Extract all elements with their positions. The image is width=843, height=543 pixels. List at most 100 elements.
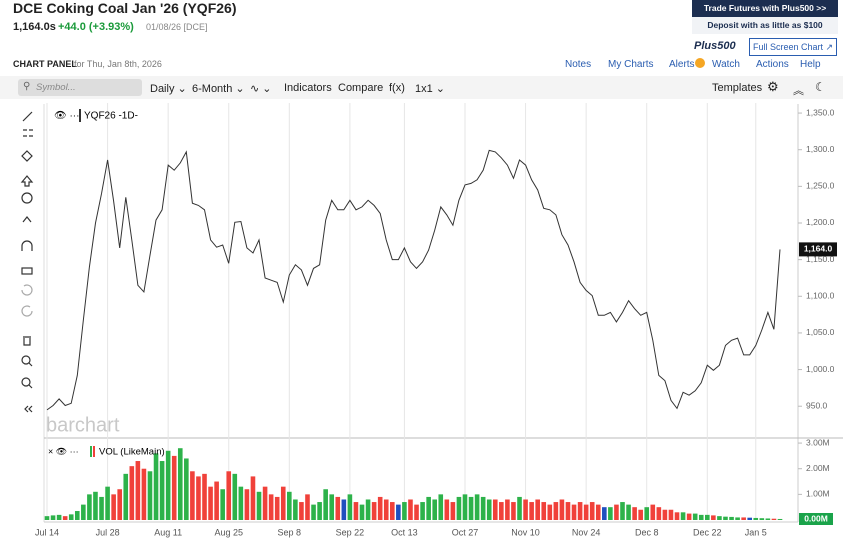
volume-bar <box>274 496 280 520</box>
volume-bar <box>408 499 413 520</box>
volume-bar <box>414 504 419 520</box>
y-tick-label: 1,150.0 <box>806 254 835 264</box>
volume-bar <box>329 494 335 520</box>
volume-bar <box>250 476 256 520</box>
ad-subline[interactable]: Deposit with as little as $100 <box>692 17 838 34</box>
change: +44.0 (+3.93%) <box>58 21 134 33</box>
date: 01/08/26 [DCE] <box>146 22 208 32</box>
volume-bar <box>729 516 734 520</box>
volume-bar <box>171 455 177 520</box>
toolbar-item[interactable]: Daily ⌄ <box>150 83 187 95</box>
volume-bar <box>268 494 274 520</box>
toolbar-item[interactable]: 6-Month ⌄ <box>192 83 245 95</box>
link[interactable]: Help <box>800 59 821 70</box>
volume-controls[interactable]: × 👁 ··· <box>48 446 79 456</box>
templates-button[interactable]: Templates <box>712 82 763 94</box>
volume-bar <box>365 499 371 520</box>
toolbar-text: Daily <box>150 83 175 95</box>
volume-swatch <box>93 446 95 457</box>
volume-bar <box>214 481 219 520</box>
volume-bar <box>741 517 746 520</box>
eye-icon[interactable]: 👁 ··· <box>54 111 79 122</box>
volume-bar <box>359 504 365 520</box>
tool-icons <box>20 111 34 413</box>
link[interactable]: My Charts <box>608 59 654 70</box>
volume-bar <box>777 518 783 520</box>
volume-bar <box>480 496 486 520</box>
volume-bar <box>662 509 668 520</box>
link[interactable]: Actions <box>756 59 789 70</box>
search-icon: ⚲ <box>23 81 31 92</box>
volume-bar <box>208 486 213 520</box>
toolbar-item[interactable]: 1x1 ⌄ <box>415 83 446 95</box>
volume-bar <box>87 494 92 520</box>
volume-bar <box>232 473 238 520</box>
ad-headline[interactable]: Trade Futures with Plus500 >> <box>692 0 838 17</box>
x-tick-label: Jul 14 <box>35 527 59 537</box>
volume-bar <box>492 499 498 520</box>
volume-bar <box>620 502 625 520</box>
volume-bar <box>81 504 86 520</box>
toolbar-item[interactable]: f(x) <box>389 82 405 94</box>
series-swatch <box>79 109 81 122</box>
volume-bar <box>196 476 201 520</box>
volume-bar <box>141 468 147 520</box>
link[interactable]: Notes <box>565 59 592 70</box>
x-tick-label: Sep 22 <box>336 527 365 537</box>
volume-bar <box>474 494 480 520</box>
volume-bar <box>608 507 613 520</box>
x-tick-label: Oct 13 <box>391 527 418 537</box>
volume-bar <box>93 491 98 520</box>
volume-bar <box>256 491 262 520</box>
x-tick-label: Nov 10 <box>511 527 540 537</box>
volume-title: VOL (LikeMain) <box>99 447 165 458</box>
volume-bar <box>686 513 692 520</box>
volume-bar <box>159 461 165 520</box>
y-tick-label: 1,050.0 <box>806 327 835 337</box>
last-volume-label: 0.00M <box>804 513 828 523</box>
volume-bar <box>462 494 468 520</box>
volume-bar <box>44 516 50 520</box>
volume-bar <box>426 496 431 520</box>
series-label: YQF26 -1D- <box>84 111 138 122</box>
full-screen-button[interactable]: Full Screen Chart ↗ <box>749 38 837 56</box>
x-tick-label: Jul 28 <box>96 527 120 537</box>
y-tick-label: 1,350.0 <box>806 107 835 117</box>
volume-bar <box>650 504 656 520</box>
toolbar-item[interactable]: Indicators <box>284 82 332 94</box>
volume-bar <box>614 504 619 520</box>
volume-bar <box>153 453 159 520</box>
x-tick-label: Oct 27 <box>452 527 479 537</box>
settings-icon[interactable]: ⚙ <box>767 79 779 94</box>
volume-bar <box>559 499 565 520</box>
volume-bar <box>280 486 286 520</box>
chart-type-button[interactable]: ∿ ⌄ <box>250 83 272 95</box>
volume-bar <box>323 489 328 520</box>
volume-bar <box>680 512 686 520</box>
volume-bar <box>523 499 528 520</box>
theme-icon[interactable]: ☾ <box>815 80 826 94</box>
volume-bar <box>577 502 583 520</box>
volume-bar <box>759 518 765 520</box>
link[interactable]: Watch <box>712 59 740 70</box>
volume-bar <box>723 516 728 520</box>
toolbar-item[interactable]: Compare <box>338 82 384 94</box>
volume-bar <box>456 496 462 520</box>
volume-bar <box>147 471 153 520</box>
y-tick-label: 1,200.0 <box>806 217 835 227</box>
y-tick-label: 1,300.0 <box>806 144 835 154</box>
volume-bar <box>753 517 759 520</box>
y-tick-label: 1,100.0 <box>806 291 835 301</box>
link[interactable]: Alerts <box>669 59 695 70</box>
x-tick-label: Dec 22 <box>693 527 722 537</box>
volume-swatch <box>90 446 92 457</box>
volume-bar <box>626 504 631 520</box>
toolbar-text: 6-Month <box>192 83 233 95</box>
volume-bar <box>692 513 698 520</box>
collapse-icon[interactable]: ︽ <box>793 85 804 97</box>
volume-bar <box>644 507 650 520</box>
ad-brand[interactable]: Plus500 <box>694 40 736 52</box>
search-box[interactable]: ⚲ Symbol... <box>18 79 142 96</box>
